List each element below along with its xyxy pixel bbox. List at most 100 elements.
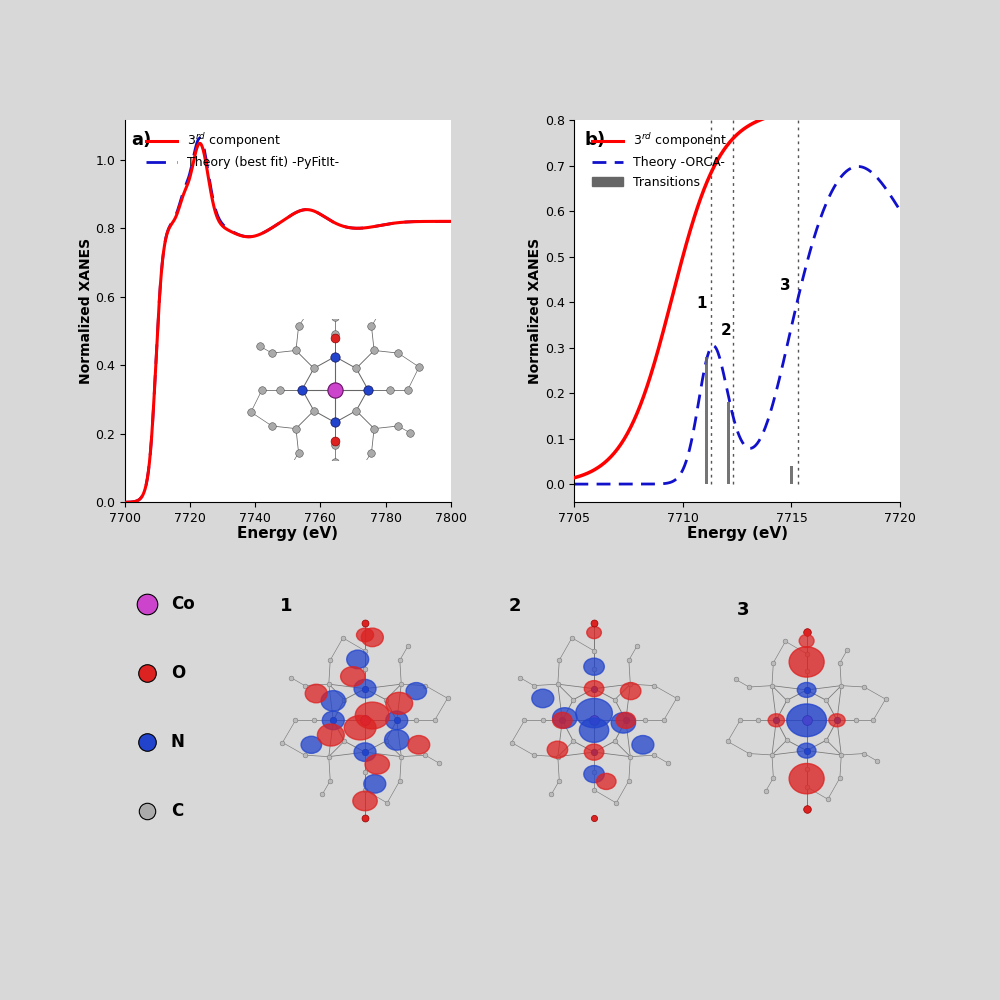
Point [848, 712, 864, 728]
Point [750, 712, 766, 728]
Point [427, 712, 443, 728]
Ellipse shape [364, 775, 386, 793]
Point [777, 633, 793, 649]
Point [799, 663, 815, 679]
Point [720, 733, 736, 749]
Point [607, 733, 623, 749]
Point [799, 712, 815, 728]
Point [565, 692, 581, 708]
Point [656, 712, 672, 728]
Point [336, 733, 352, 749]
Point [622, 749, 638, 765]
Point [586, 615, 602, 631]
Ellipse shape [385, 730, 409, 750]
Ellipse shape [632, 736, 654, 754]
Point [646, 678, 662, 694]
Point [551, 773, 567, 789]
Point [586, 661, 602, 677]
Point [669, 690, 685, 706]
Point [622, 676, 638, 692]
Bar [790, 466, 793, 484]
Point [417, 747, 433, 763]
Point [586, 681, 602, 697]
Point [554, 712, 570, 728]
Point [543, 786, 559, 802]
Ellipse shape [579, 718, 609, 742]
Ellipse shape [768, 714, 784, 727]
Point [779, 732, 795, 748]
Ellipse shape [341, 667, 365, 686]
Point [829, 712, 845, 728]
Point [799, 801, 815, 817]
Point [322, 773, 338, 789]
Point [833, 678, 849, 694]
Ellipse shape [532, 689, 554, 708]
Ellipse shape [365, 755, 389, 774]
Ellipse shape [584, 681, 604, 697]
Point [799, 646, 815, 662]
Point [732, 712, 748, 728]
Ellipse shape [408, 736, 430, 754]
Point [357, 712, 373, 728]
Ellipse shape [354, 679, 376, 698]
Ellipse shape [547, 741, 568, 758]
Point [799, 761, 815, 777]
Text: 2: 2 [509, 597, 521, 615]
Point [621, 773, 637, 789]
Point [741, 679, 757, 695]
Point [392, 773, 408, 789]
Ellipse shape [406, 683, 427, 700]
Text: 1: 1 [696, 296, 707, 311]
Point [274, 735, 290, 751]
Ellipse shape [386, 711, 408, 730]
Point [550, 749, 566, 765]
Point [586, 810, 602, 826]
Point [621, 652, 637, 668]
Bar [727, 402, 730, 484]
Y-axis label: Normalized XANES: Normalized XANES [78, 238, 92, 384]
Point [512, 670, 528, 686]
Point [357, 643, 373, 659]
Ellipse shape [361, 628, 383, 647]
Point [526, 747, 542, 763]
Point [357, 615, 373, 631]
Point [799, 682, 815, 698]
Point [389, 712, 405, 728]
Text: N: N [171, 733, 185, 751]
Point [741, 746, 757, 762]
Point [818, 732, 834, 748]
Point [832, 770, 848, 786]
Point [417, 678, 433, 694]
Point [660, 755, 676, 771]
Ellipse shape [789, 763, 824, 794]
Point [336, 692, 352, 708]
Point [408, 712, 424, 728]
Point [637, 712, 653, 728]
Ellipse shape [322, 711, 344, 730]
Text: O: O [171, 664, 185, 682]
Point [878, 691, 894, 707]
Ellipse shape [597, 773, 616, 789]
Ellipse shape [611, 713, 636, 733]
Ellipse shape [321, 691, 345, 711]
X-axis label: Energy (eV): Energy (eV) [237, 526, 338, 541]
Point [283, 670, 299, 686]
Ellipse shape [584, 658, 604, 675]
Point [322, 652, 338, 668]
Point [357, 810, 373, 826]
Ellipse shape [553, 708, 577, 728]
Point [586, 782, 602, 798]
Point [608, 795, 624, 811]
Text: a): a) [132, 131, 152, 149]
Text: Co: Co [171, 595, 195, 613]
Point [357, 782, 373, 798]
Point [431, 755, 447, 771]
Point [535, 712, 551, 728]
Point [629, 638, 645, 654]
Point [297, 747, 313, 763]
Point [357, 744, 373, 760]
Legend: 3$^{rd}$ component, Theory -ORCA-, Transitions: 3$^{rd}$ component, Theory -ORCA-, Trans… [587, 126, 732, 194]
Ellipse shape [616, 712, 636, 728]
Ellipse shape [344, 716, 376, 740]
Point [287, 712, 303, 728]
